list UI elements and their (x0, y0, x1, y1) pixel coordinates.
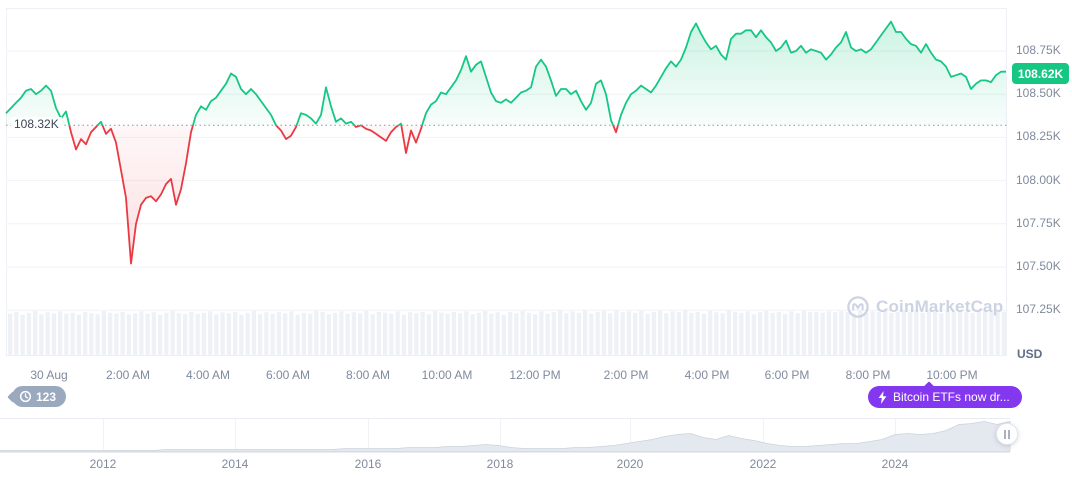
navigator-year-label: 2024 (881, 457, 909, 471)
x-axis-tick-label: 2:00 PM (603, 368, 649, 382)
handle-grip-icon (1004, 429, 1006, 439)
open-price-label: 108.32K (11, 117, 62, 131)
navigator-year-label: 2012 (89, 457, 117, 471)
navigator-range-area[interactable] (0, 418, 1010, 453)
annotations-count-badge[interactable]: 123 (7, 386, 67, 407)
price-line-up (5, 20, 1006, 126)
area-fill-up (6, 21, 1006, 126)
y-axis-tick-label: 108.00K (1016, 172, 1061, 187)
news-flash-badge[interactable]: Bitcoin ETFs now dr... (868, 381, 1022, 408)
navigator-year-label: 2022 (749, 457, 777, 471)
navigator-area (0, 420, 1011, 452)
x-axis-tick-label: 4:00 PM (684, 368, 730, 382)
x-axis-tick-label: 8:00 AM (345, 368, 391, 382)
coinmarketcap-logo-icon (847, 296, 869, 318)
history-clock-icon (19, 390, 32, 403)
price-chart-hover-area[interactable] (6, 8, 1007, 356)
navigator-year-label: 2020 (616, 457, 644, 471)
annotations-count: 123 (36, 389, 57, 404)
lightning-icon (878, 390, 887, 404)
x-axis-tick-label: 2:00 AM (105, 368, 151, 382)
x-axis-tick-label: 4:00 AM (185, 368, 231, 382)
y-axis-tick-label: 107.50K (1016, 259, 1061, 273)
x-axis-tick-label: 8:00 PM (845, 368, 891, 382)
y-axis-tick-label: 108.75K (1016, 43, 1061, 57)
x-axis-tick-label: 12:00 PM (509, 368, 561, 382)
price-line-down (68, 125, 619, 265)
currency-label: USD (1017, 347, 1043, 361)
navigator-year-label: 2016 (354, 457, 382, 471)
y-axis-tick-label: 108.25K (1016, 129, 1061, 144)
navigator-handle[interactable] (996, 423, 1018, 445)
navigator-year-label: 2018 (486, 457, 514, 471)
volume-bars (8, 309, 1007, 355)
x-axis-tick-label: 6:00 AM (265, 368, 311, 382)
current-price-badge: 108.62K (1012, 63, 1069, 84)
y-axis-tick-label: 107.25K (1016, 302, 1061, 317)
watermark-text: CoinMarketCap (876, 297, 1004, 316)
y-axis-tick-label: 108.50K (1016, 86, 1061, 101)
navigator-year-label: 2014 (221, 457, 249, 471)
x-axis-tick-label: 10:00 PM (926, 368, 978, 382)
x-axis-tick-label: 6:00 PM (764, 368, 810, 382)
handle-grip-icon (1008, 429, 1010, 439)
plot-border (6, 8, 1007, 356)
y-axis-tick-label: 107.75K (1016, 215, 1061, 230)
watermark: CoinMarketCap (846, 295, 1003, 319)
news-text: Bitcoin ETFs now dr... (893, 390, 1010, 404)
x-axis-tick-label: 10:00 AM (421, 368, 473, 382)
x-axis-tick-label: 30 Aug (30, 368, 68, 382)
